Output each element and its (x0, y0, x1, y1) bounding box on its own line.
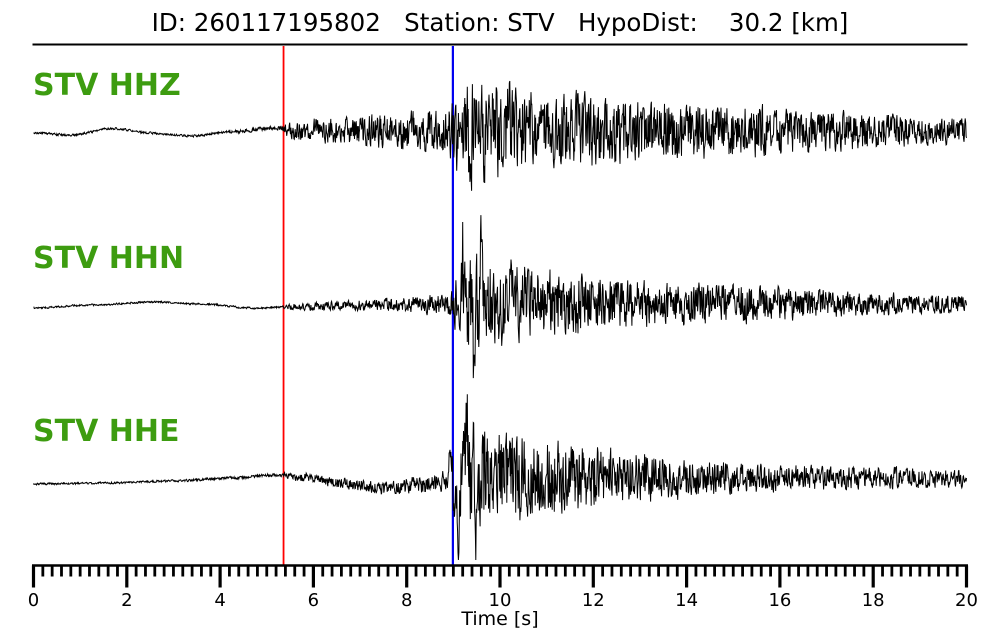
tick-label: 4 (214, 590, 225, 611)
channel-label-hhz: STV HHZ (33, 68, 181, 103)
tick-label: 18 (862, 590, 885, 611)
tick-label: 2 (121, 590, 132, 611)
tick-label: 0 (28, 590, 39, 611)
x-axis-title: Time [s] (460, 608, 538, 630)
tick-label: 16 (768, 590, 791, 611)
tick-label: 6 (308, 590, 319, 611)
trace-hhz (33, 80, 967, 191)
tick-label: 20 (955, 590, 978, 611)
tick-label: 14 (675, 590, 698, 611)
trace-hhe (33, 394, 967, 561)
channel-label-hhe: STV HHE (33, 414, 180, 449)
figure-title: ID: 260117195802 Station: STV HypoDist: … (151, 8, 849, 37)
tick-label: 12 (582, 590, 605, 611)
channel-label-hhn: STV HHN (33, 241, 185, 276)
tick-label: 10 (489, 590, 512, 611)
tick-label: 8 (401, 590, 412, 611)
trace-hhn (33, 215, 967, 379)
